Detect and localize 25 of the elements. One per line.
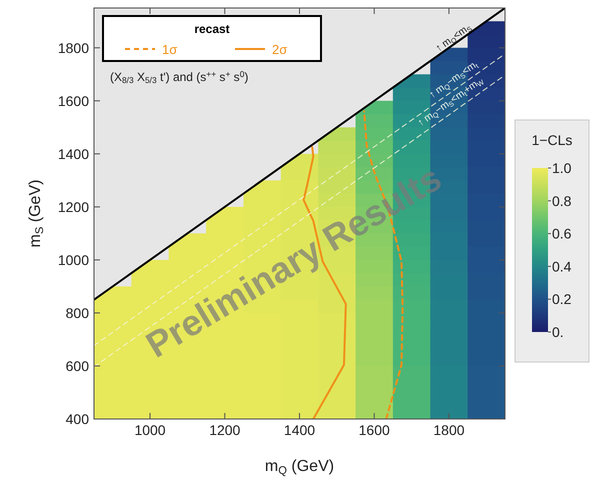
x-tick-label: 1400 bbox=[284, 422, 316, 438]
color-bar-label: 0. bbox=[552, 324, 564, 340]
color-bar-label: 0.6 bbox=[552, 226, 572, 242]
y-tick-label: 1000 bbox=[58, 252, 90, 268]
legend-label: 1σ bbox=[162, 42, 178, 57]
x-tick-label: 1000 bbox=[134, 422, 166, 438]
y-tick-label: 1600 bbox=[58, 92, 90, 109]
color-bar-label: 0.2 bbox=[552, 291, 572, 308]
x-tick-label: 1200 bbox=[209, 422, 241, 438]
color-bar-title: 1−CLs bbox=[532, 132, 572, 148]
legend-title: recast bbox=[194, 22, 230, 36]
y-tick-label: 1200 bbox=[58, 198, 90, 215]
x-tick-label: 1600 bbox=[358, 422, 390, 438]
color-bar-label: 0.4 bbox=[552, 258, 572, 274]
y-tick-label: 1400 bbox=[58, 146, 90, 162]
color-bar-label: 0.8 bbox=[552, 192, 572, 209]
y-tick-label: 600 bbox=[66, 358, 90, 374]
x-tick-label: 1800 bbox=[433, 422, 465, 438]
y-tick-label: 400 bbox=[66, 411, 90, 427]
y-tick-label: 800 bbox=[66, 304, 90, 321]
color-bar-label: 1.0 bbox=[552, 160, 572, 176]
legend-label: 2σ bbox=[272, 42, 288, 57]
y-tick-label: 1800 bbox=[58, 40, 90, 56]
x-axis-title: m$_{Q}$ (GeV) bbox=[264, 458, 334, 477]
text: (X$_{8/3}$ X$_{5/3}$ t') and (s$^{++}$ s$^{+}$ s$^{0}$) bbox=[110, 69, 248, 85]
